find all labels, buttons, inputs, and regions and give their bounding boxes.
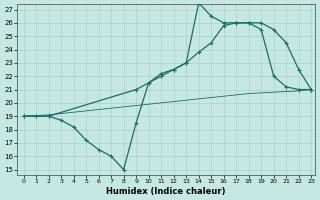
X-axis label: Humidex (Indice chaleur): Humidex (Indice chaleur) [106, 187, 226, 196]
